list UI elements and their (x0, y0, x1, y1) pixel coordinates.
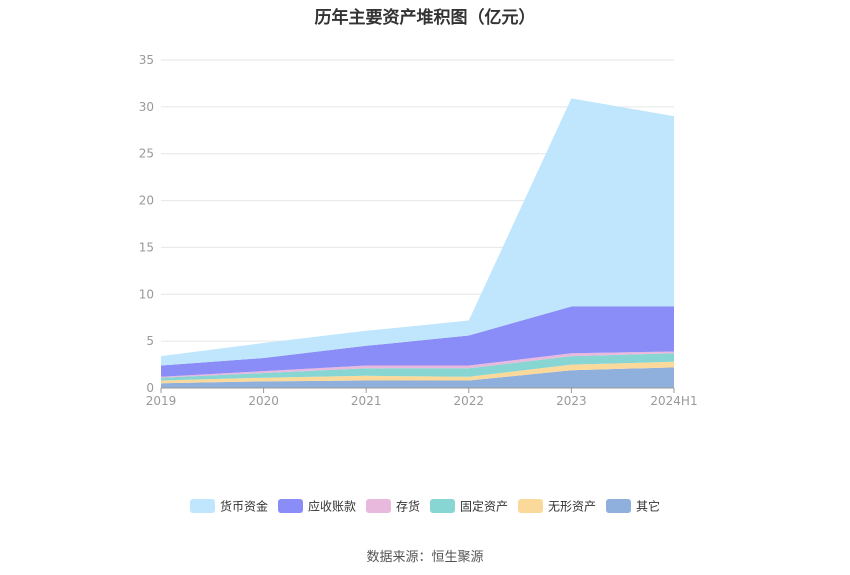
legend: 货币资金 应收账款 存货 固定资产 无形资产 其它 (190, 499, 660, 514)
legend-item[interactable]: 货币资金 (190, 499, 268, 514)
area-series-3 (161, 351, 674, 378)
legend-swatch (430, 499, 455, 513)
x-tick-label: 2023 (556, 394, 587, 408)
y-tick-label: 5 (146, 334, 154, 348)
axes: 0 5 10 15 20 25 30 35 2019 2020 2021 2022 2023 2024H1 (139, 53, 698, 408)
area-series-1 (161, 361, 674, 384)
legend-label: 固定资产 (460, 499, 508, 514)
legend-item[interactable]: 应收账款 (278, 499, 356, 514)
x-tick-label: 2019 (146, 394, 177, 408)
legend-label: 存货 (396, 499, 420, 514)
legend-item[interactable]: 其它 (606, 499, 660, 514)
chart-title: 历年主要资产堆积图（亿元） (314, 8, 536, 28)
legend-label: 货币资金 (220, 499, 268, 514)
area-series-4 (161, 306, 674, 377)
y-tick-label: 10 (139, 287, 154, 301)
y-tick-label: 35 (139, 53, 154, 67)
area-series (161, 98, 674, 388)
area-series-5 (161, 98, 674, 366)
legend-swatch (366, 499, 391, 513)
area-series-2 (161, 353, 674, 381)
x-tick-label: 2024H1 (650, 394, 697, 408)
source-note: 数据来源：恒生聚源 (366, 550, 484, 565)
legend-swatch (278, 499, 303, 513)
legend-item[interactable]: 存货 (366, 499, 420, 514)
legend-label: 应收账款 (308, 499, 356, 514)
y-tick-label: 0 (146, 381, 154, 395)
y-tick-label: 15 (139, 240, 154, 254)
legend-swatch (190, 499, 215, 513)
x-tick-label: 2020 (248, 394, 279, 408)
y-tick-label: 25 (139, 147, 154, 161)
legend-item[interactable]: 固定资产 (430, 499, 508, 514)
legend-swatch (518, 499, 543, 513)
y-tick-label: 30 (139, 100, 154, 114)
legend-label: 其它 (636, 499, 660, 514)
legend-item[interactable]: 无形资产 (518, 499, 596, 514)
area-series-0 (161, 367, 674, 388)
x-tick-label: 2021 (351, 394, 382, 408)
x-tick-label: 2022 (454, 394, 485, 408)
legend-swatch (606, 499, 631, 513)
legend-label: 无形资产 (548, 500, 596, 514)
y-tick-label: 20 (139, 194, 154, 208)
